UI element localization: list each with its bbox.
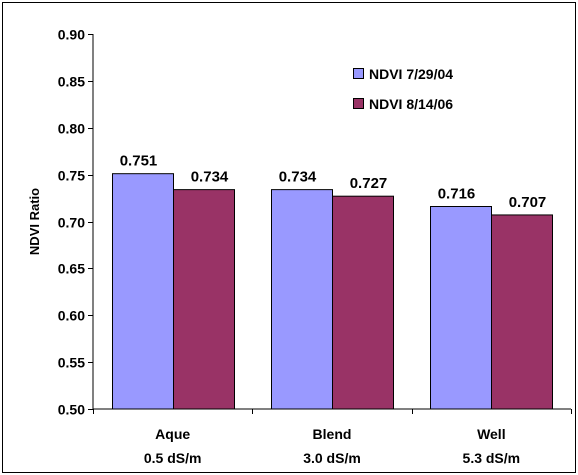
x-category-sublabel: 5.3 dS/m	[463, 450, 521, 466]
x-category-sublabel: 3.0 dS/m	[303, 450, 361, 466]
legend-label: NDVI 7/29/04	[369, 66, 453, 82]
legend-label: NDVI 8/14/06	[369, 96, 453, 112]
legend-swatch	[353, 68, 364, 79]
legend: NDVI 7/29/04 NDVI 8/14/06	[343, 60, 514, 129]
x-category-label: Aque	[155, 426, 190, 442]
ndvi-bar-chart: 0.50 0.55 0.60 0.65 0.70 0.75 0.80 0.85 0.90 0.75…	[27, 27, 572, 466]
data-label: 0.751	[120, 153, 158, 170]
bar	[332, 195, 394, 410]
bar	[173, 189, 235, 410]
data-label: 0.707	[509, 194, 547, 211]
y-tick-label: 0.50	[58, 402, 85, 418]
bar	[491, 214, 553, 410]
data-label: 0.727	[350, 175, 388, 192]
y-tick-label: 0.70	[58, 215, 85, 231]
x-category-label: Blend	[313, 426, 352, 442]
y-tick-label: 0.90	[58, 27, 85, 43]
data-label: 0.734	[279, 169, 317, 186]
x-category-label: Well	[477, 426, 506, 442]
bar	[271, 189, 333, 410]
y-tick-label: 0.55	[58, 355, 85, 371]
y-tick-label: 0.80	[58, 121, 85, 137]
y-tick-label: 0.60	[58, 308, 85, 324]
y-tick-label: 0.85	[58, 74, 85, 90]
legend-swatch	[353, 98, 364, 109]
data-label: 0.716	[438, 186, 476, 203]
bar	[112, 173, 174, 410]
y-tick-label: 0.65	[58, 261, 85, 277]
x-category-sublabel: 0.5 dS/m	[144, 450, 202, 466]
y-tick-label: 0.75	[58, 168, 85, 184]
bar	[430, 206, 492, 410]
y-axis-title: NDVI Ratio	[27, 188, 42, 255]
legend-box	[343, 60, 514, 129]
data-label: 0.734	[191, 169, 229, 186]
